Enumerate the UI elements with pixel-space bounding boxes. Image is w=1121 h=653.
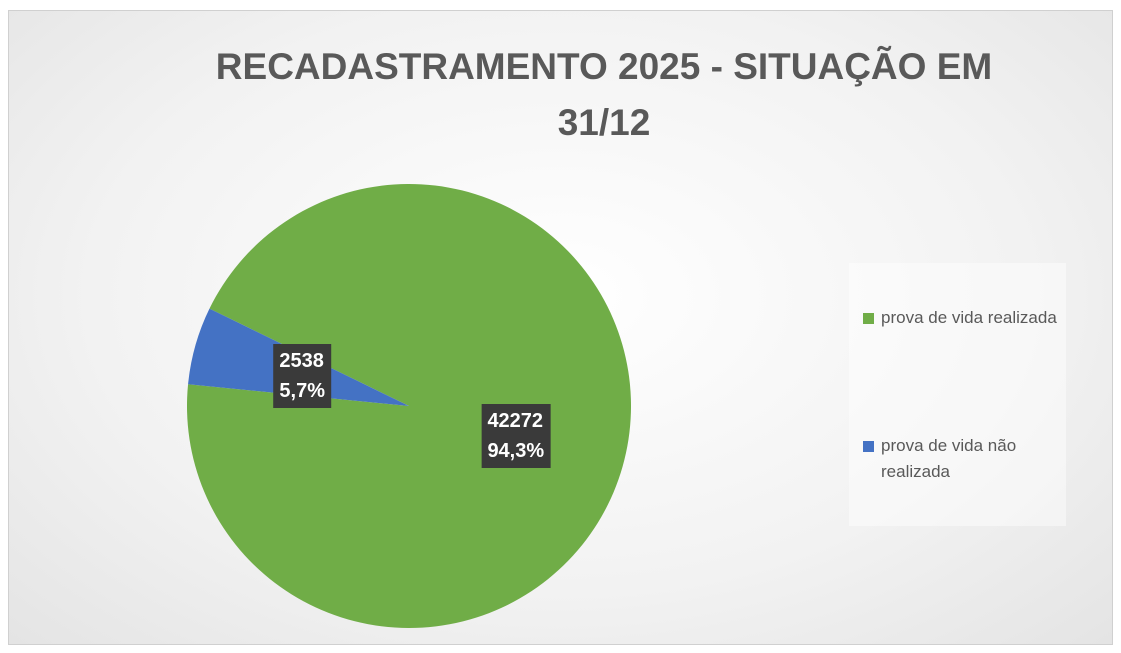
pie-slice [186,184,632,629]
chart: RECADASTRAMENTO 2025 - SITUAÇÃO EM 31/12… [8,10,1113,645]
legend-swatch [863,313,874,324]
data-label-percent: 94,3% [487,440,545,463]
data-label-percent: 5,7% [279,379,325,402]
data-label-value: 2538 [279,349,324,372]
data-label: 42272 94,3% [481,404,551,469]
data-label: 2538 5,7% [273,343,331,408]
legend-swatch [863,441,874,452]
legend-entry: prova de vida realizada [863,305,1077,331]
legend: prova de vida realizada prova de vida não… [849,263,1066,526]
legend-entry: prova de vida não realizada [863,433,1077,485]
chart-title: RECADASTRAMENTO 2025 - SITUAÇÃO EM 31/12 [215,46,993,143]
data-label-value: 42272 [487,410,544,433]
